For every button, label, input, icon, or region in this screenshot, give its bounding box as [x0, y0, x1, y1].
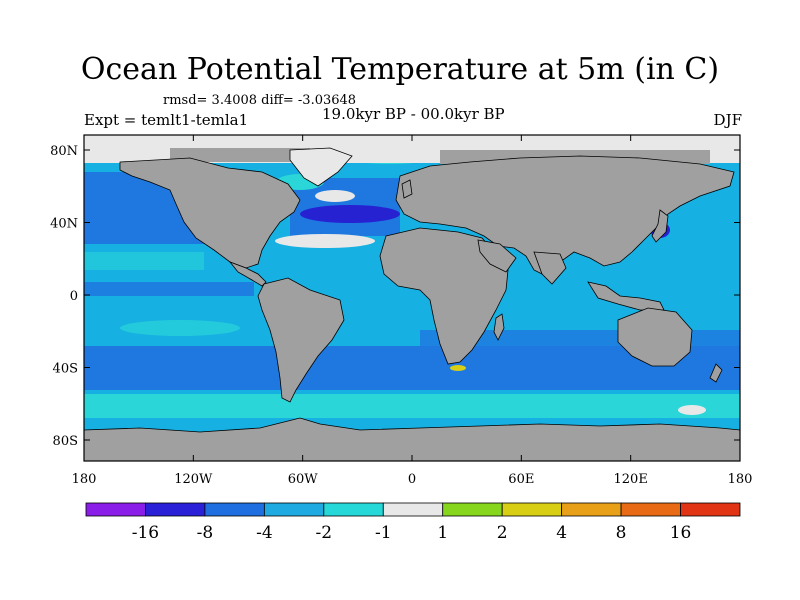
y-tick-label: 80N	[50, 144, 78, 159]
land-south-america	[257, 277, 345, 403]
ocean-cyan-pacific-south	[120, 320, 240, 336]
colorbar-label: 16	[670, 523, 692, 543]
ocean-band-pacific-tropical	[84, 282, 254, 296]
ocean-cyan-pacific	[84, 252, 204, 270]
land-greenland	[289, 147, 353, 187]
colorbar-label: 1	[437, 523, 448, 543]
colorbar-label: -2	[316, 523, 333, 543]
stats-label: rmsd= 3.4008 diff= -3.03648	[163, 93, 357, 108]
arctic-land	[170, 148, 310, 162]
land-india	[533, 251, 567, 285]
colorbar-label: 2	[497, 523, 508, 543]
colorbar-swatch	[145, 502, 206, 517]
x-tick-label: 0	[408, 472, 416, 487]
ocean-white-patch-atlantic	[315, 190, 355, 202]
experiment-label: Expt = temlt1-temla1	[84, 111, 249, 129]
axis-ticks: 180 120W 60W 0 60E 120E 180 80N 40N 0 40S 80S	[50, 135, 752, 487]
map-plot-area	[84, 135, 740, 461]
land-north-america	[119, 157, 301, 269]
y-tick-label: 40N	[50, 217, 78, 232]
land-new-zealand	[709, 363, 723, 383]
land-arabia	[477, 239, 517, 273]
colorbar-swatch	[85, 502, 146, 517]
land-japan	[651, 209, 669, 243]
x-tick-label: 120E	[614, 472, 648, 487]
x-tick-label: 120W	[174, 472, 213, 487]
colorbar-swatch	[442, 502, 503, 517]
land-madagascar	[493, 313, 505, 341]
ocean-white-band-atlantic	[275, 234, 375, 248]
ocean-deep-blue-atlantic	[300, 205, 400, 223]
land-uk	[401, 179, 413, 199]
y-tick-label: 80S	[53, 434, 78, 449]
colorbar-swatch	[263, 502, 325, 517]
colorbar-swatch	[323, 502, 384, 517]
x-tick-label: 180	[728, 472, 753, 487]
period-label: 19.0kyr BP - 00.0kyr BP	[322, 105, 505, 123]
x-tick-label: 180	[72, 472, 97, 487]
land-eurasia	[395, 155, 735, 277]
colorbar-swatch	[382, 502, 444, 517]
colorbar-label: 4	[556, 523, 567, 543]
colorbar-swatch	[204, 502, 265, 517]
land-australia	[617, 307, 693, 367]
colorbar-label: -1	[375, 523, 392, 543]
colorbar-label: 8	[616, 523, 627, 543]
colorbar-label: -4	[256, 523, 273, 543]
colorbar-swatch	[680, 502, 741, 517]
colorbar-swatch	[620, 502, 681, 517]
x-tick-label: 60W	[288, 472, 319, 487]
colorbar: -16 -8 -4 -2 -1 1 2 4 8 16	[85, 502, 741, 543]
y-tick-label: 0	[70, 289, 78, 304]
ocean-yellow-patch	[450, 365, 466, 371]
season-label: DJF	[713, 111, 742, 129]
land-antarctica	[84, 417, 740, 461]
ocean-white-patch-south	[678, 405, 706, 415]
colorbar-label: -8	[197, 523, 214, 543]
map-title: Ocean Potential Temperature at 5m (in C)	[80, 52, 720, 87]
colorbar-swatch	[501, 502, 563, 517]
colorbar-label: -16	[132, 523, 159, 543]
y-tick-label: 40S	[53, 362, 78, 377]
land-indonesia	[587, 281, 665, 311]
x-tick-label: 60E	[508, 472, 534, 487]
colorbar-swatch	[561, 502, 622, 517]
ocean-cyan-southern	[84, 394, 740, 418]
